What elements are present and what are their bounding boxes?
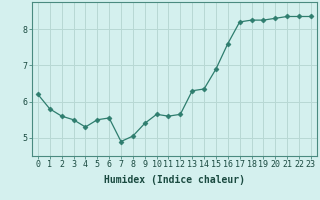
X-axis label: Humidex (Indice chaleur): Humidex (Indice chaleur) — [104, 175, 245, 185]
